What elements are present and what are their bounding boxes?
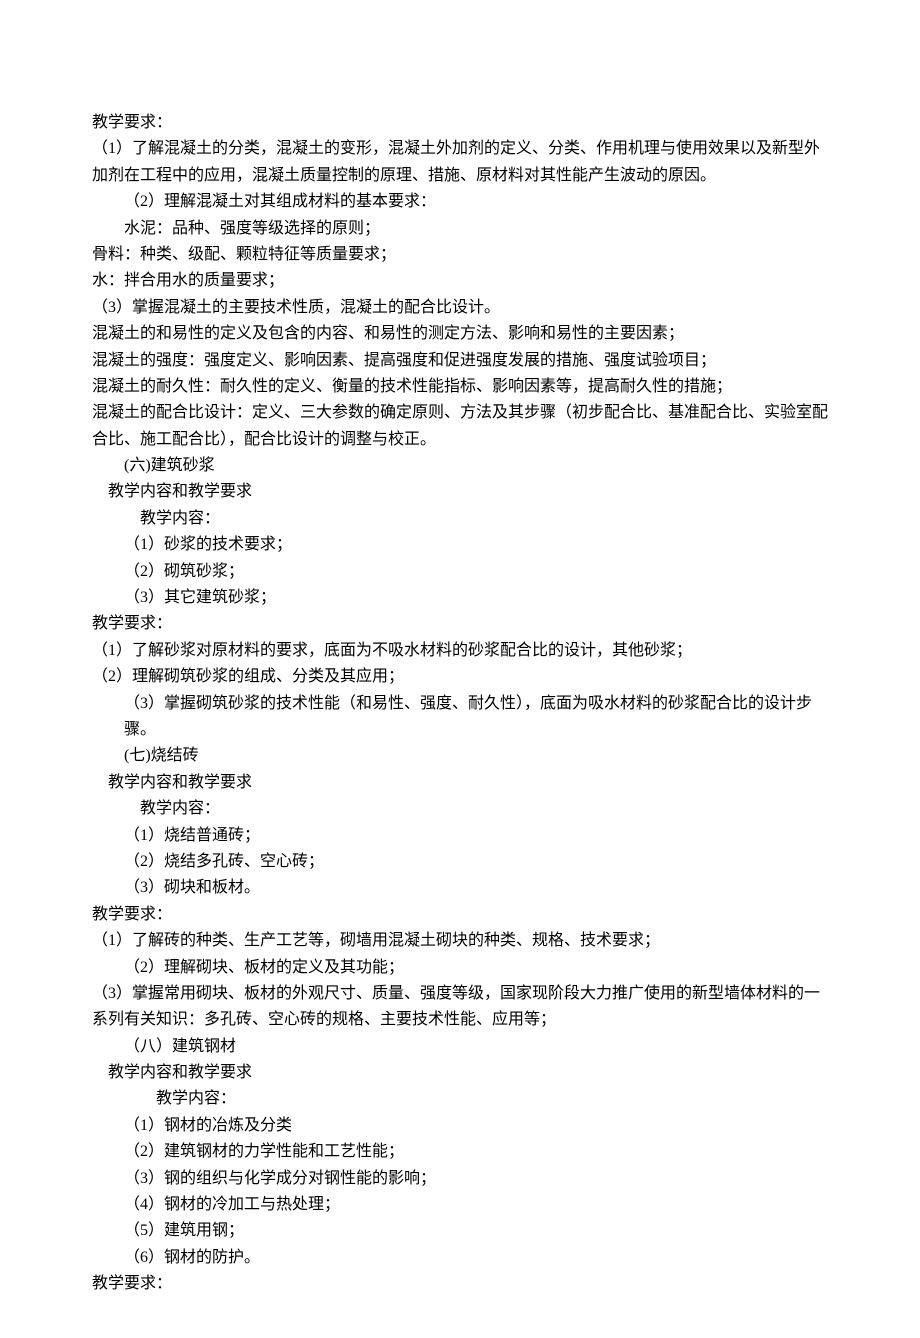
text-line: 教学要求： <box>92 611 828 637</box>
text-line: （6）钢材的防护。 <box>92 1245 828 1271</box>
text-line: 混凝土的强度：强度定义、影响因素、提高强度和促进强度发展的措施、强度试验项目； <box>92 348 828 374</box>
text-line: 教学内容和教学要求 <box>92 1060 828 1086</box>
text-line: （2）建筑钢材的力学性能和工艺性能； <box>92 1139 828 1165</box>
text-line: （3）掌握砌筑砂浆的技术性能（和易性、强度、耐久性），底面为吸水材料的砂浆配合比… <box>92 691 828 744</box>
text-line: 教学内容： <box>92 506 828 532</box>
text-line: （3）其它建筑砂浆； <box>92 585 828 611</box>
text-line: 教学要求： <box>92 110 828 136</box>
text-line: （1）烧结普通砖； <box>92 823 828 849</box>
text-line: （3）掌握常用砌块、板材的外观尺寸、质量、强度等级，国家现阶段大力推广使用的新型… <box>92 981 828 1034</box>
text-line: （2）理解砌块、板材的定义及其功能； <box>92 955 828 981</box>
text-line: 教学内容： <box>92 1086 828 1112</box>
text-line: （1）钢材的冶炼及分类 <box>92 1113 828 1139</box>
text-line: （2）理解混凝土对其组成材料的基本要求： <box>92 189 828 215</box>
text-line: （3）掌握混凝土的主要技术性质，混凝土的配合比设计。 <box>92 295 828 321</box>
text-line: 骨料：种类、级配、颗粒特征等质量要求； <box>92 242 828 268</box>
text-line: 混凝土的和易性的定义及包含的内容、和易性的测定方法、影响和易性的主要因素； <box>92 321 828 347</box>
text-line: （1）了解砖的种类、生产工艺等，砌墙用混凝土砌块的种类、规格、技术要求； <box>92 928 828 954</box>
text-line: 混凝土的耐久性：耐久性的定义、衡量的技术性能指标、影响因素等，提高耐久性的措施； <box>92 374 828 400</box>
text-line: （2）烧结多孔砖、空心砖； <box>92 849 828 875</box>
text-line: （4）钢材的冷加工与热处理； <box>92 1192 828 1218</box>
text-line: （2）砌筑砂浆； <box>92 559 828 585</box>
text-line: 教学内容： <box>92 796 828 822</box>
text-line: （1）了解砂浆对原材料的要求，底面为不吸水材料的砂浆配合比的设计，其他砂浆； <box>92 638 828 664</box>
text-line: 教学内容和教学要求 <box>92 770 828 796</box>
text-line: （1）了解混凝土的分类，混凝土的变形，混凝土外加剂的定义、分类、作用机理与使用效… <box>92 136 828 189</box>
text-line: (六)建筑砂浆 <box>92 453 828 479</box>
text-line: （3）砌块和板材。 <box>92 875 828 901</box>
text-line: （八）建筑钢材 <box>92 1034 828 1060</box>
text-line: (七)烧结砖 <box>92 743 828 769</box>
text-line: （2）理解砌筑砂浆的组成、分类及其应用； <box>92 664 828 690</box>
text-line: 水泥：品种、强度等级选择的原则； <box>92 216 828 242</box>
text-line: （3）钢的组织与化学成分对钢性能的影响； <box>92 1166 828 1192</box>
text-line: 教学内容和教学要求 <box>92 479 828 505</box>
text-line: （1）砂浆的技术要求； <box>92 532 828 558</box>
text-line: 教学要求： <box>92 1271 828 1297</box>
text-line: （5）建筑用钢； <box>92 1218 828 1244</box>
text-line: 混凝土的配合比设计：定义、三大参数的确定原则、方法及其步骤（初步配合比、基准配合… <box>92 400 828 453</box>
text-line: 水：拌合用水的质量要求； <box>92 268 828 294</box>
text-line: 教学要求： <box>92 902 828 928</box>
document-body: 教学要求：（1）了解混凝土的分类，混凝土的变形，混凝土外加剂的定义、分类、作用机… <box>92 110 828 1298</box>
